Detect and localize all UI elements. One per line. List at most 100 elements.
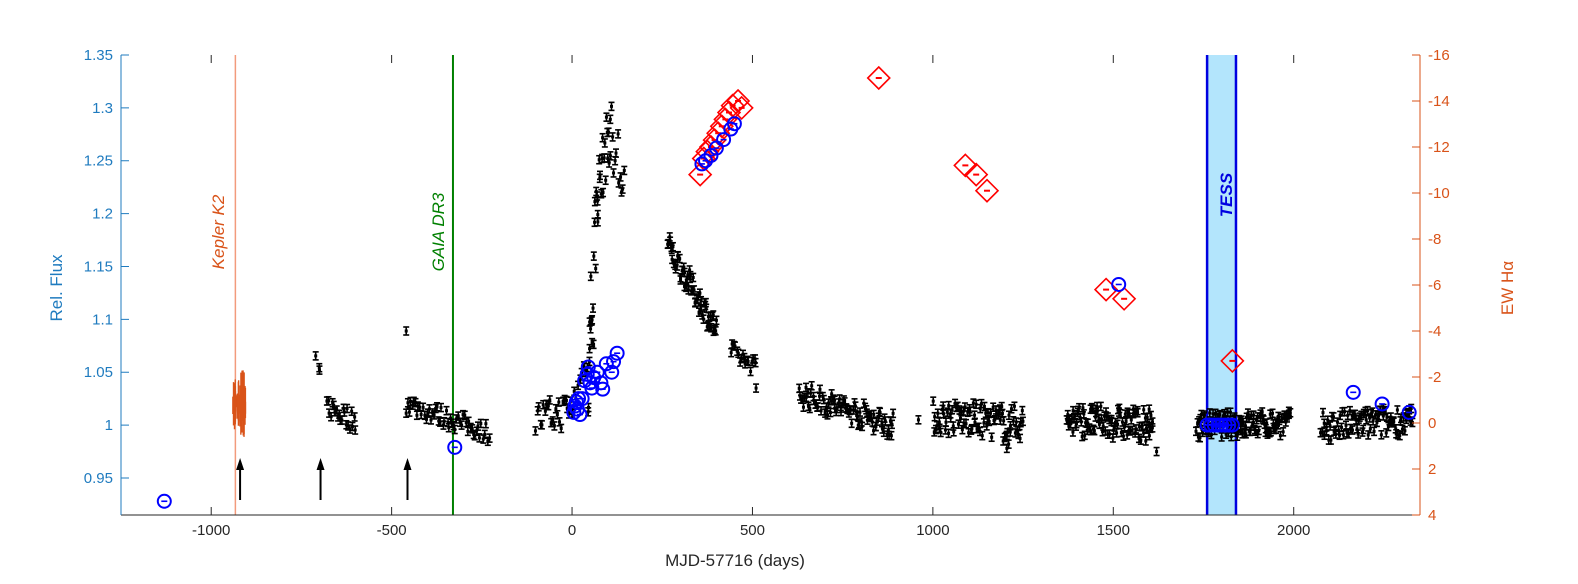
flux-point: [451, 424, 458, 435]
flux-marker: [1106, 432, 1110, 436]
flux-point: [1349, 425, 1356, 435]
flux-point: [1352, 409, 1359, 420]
flux-marker: [808, 407, 812, 411]
flux-point: [352, 425, 359, 435]
flux-marker: [488, 436, 492, 440]
flux-marker: [683, 270, 687, 274]
flux-marker: [1147, 434, 1151, 438]
x-axis-label: MJD-57716 (days): [665, 551, 805, 570]
flux-point: [615, 129, 622, 139]
flux-marker: [1251, 413, 1255, 417]
blue-circle-marker: [604, 364, 620, 380]
tess-annotation: TESS: [1217, 172, 1236, 217]
flux-marker: [337, 412, 341, 416]
halpha-diamond: [866, 65, 891, 91]
flux-marker: [572, 389, 576, 393]
flux-marker: [688, 274, 692, 278]
flux-point: [438, 402, 445, 413]
flux-marker: [1249, 413, 1253, 417]
flux-marker: [1198, 436, 1202, 440]
flux-marker: [711, 313, 715, 317]
arrow-marker: [316, 458, 325, 500]
flux-marker: [1080, 435, 1084, 439]
blue-circle-point: [1374, 396, 1390, 412]
flux-marker: [567, 412, 571, 416]
flux-point: [546, 395, 553, 405]
arrow-head: [236, 458, 245, 470]
flux-marker: [1083, 433, 1087, 437]
flux-marker: [1327, 438, 1331, 442]
flux-point: [1255, 425, 1262, 436]
flux-marker: [442, 420, 446, 424]
flux-marker: [968, 409, 972, 413]
flux-marker: [332, 403, 336, 407]
blue-circle-point: [716, 132, 732, 148]
flux-marker: [418, 405, 422, 409]
flux-marker: [412, 399, 416, 403]
flux-marker: [454, 417, 458, 421]
flux-marker: [704, 301, 708, 305]
flux-point: [888, 430, 895, 441]
flux-marker: [1144, 439, 1148, 443]
flux-marker: [833, 406, 837, 410]
flux-marker: [857, 422, 861, 426]
flux-marker: [1349, 426, 1353, 430]
flux-point: [551, 421, 558, 431]
y-right-tick-label: -6: [1428, 277, 1441, 294]
flux-point: [316, 365, 323, 375]
flux-point: [607, 114, 614, 125]
flux-point: [937, 427, 944, 438]
blue-circle-marker: [609, 345, 625, 361]
flux-marker: [877, 415, 881, 419]
flux-point: [608, 101, 615, 112]
flux-marker: [419, 413, 423, 417]
flux-marker: [344, 423, 348, 427]
flux-marker: [1356, 432, 1360, 436]
flux-point: [753, 383, 760, 393]
flux-point: [988, 432, 995, 443]
flux-marker: [596, 213, 600, 217]
flux-marker: [600, 156, 604, 160]
flux-marker: [438, 420, 442, 424]
flux-marker: [1123, 425, 1127, 429]
y-right-tick-label: -12: [1428, 139, 1450, 156]
halpha-diamond: [1111, 286, 1137, 311]
flux-marker: [1377, 414, 1381, 418]
flux-marker: [742, 356, 746, 360]
flux-marker: [1277, 418, 1281, 422]
flux-marker: [533, 429, 537, 433]
flux-marker: [806, 404, 810, 408]
flux-marker: [829, 399, 833, 403]
flux-marker: [801, 405, 805, 409]
flux-marker: [1392, 420, 1396, 424]
flux-marker: [1353, 412, 1357, 416]
flux-point: [538, 420, 545, 430]
flux-marker: [1002, 419, 1006, 423]
flux-marker: [1136, 411, 1140, 415]
flux-point: [535, 402, 542, 412]
flux-marker: [883, 419, 887, 423]
flux-marker: [872, 412, 876, 416]
flux-marker: [1133, 410, 1137, 414]
flux-marker: [1394, 427, 1398, 431]
flux-point: [669, 241, 676, 252]
flux-marker: [1130, 428, 1134, 432]
flux-marker: [1014, 420, 1018, 424]
flux-marker: [1005, 431, 1009, 435]
y-left-tick-label: 1: [105, 417, 113, 434]
flux-marker: [964, 422, 968, 426]
flux-marker: [1116, 422, 1120, 426]
blue-circle-point: [595, 381, 611, 397]
flux-marker: [1134, 427, 1138, 431]
flux-marker: [596, 199, 600, 203]
flux-marker: [617, 181, 621, 185]
flux-point: [877, 407, 884, 418]
flux-marker: [1384, 431, 1388, 435]
flux-marker: [1268, 412, 1272, 416]
flux-marker: [1399, 416, 1403, 420]
flux-marker: [549, 421, 553, 425]
blue-circle-marker: [694, 156, 710, 172]
flux-marker: [1335, 420, 1339, 424]
flux-marker: [670, 247, 674, 251]
